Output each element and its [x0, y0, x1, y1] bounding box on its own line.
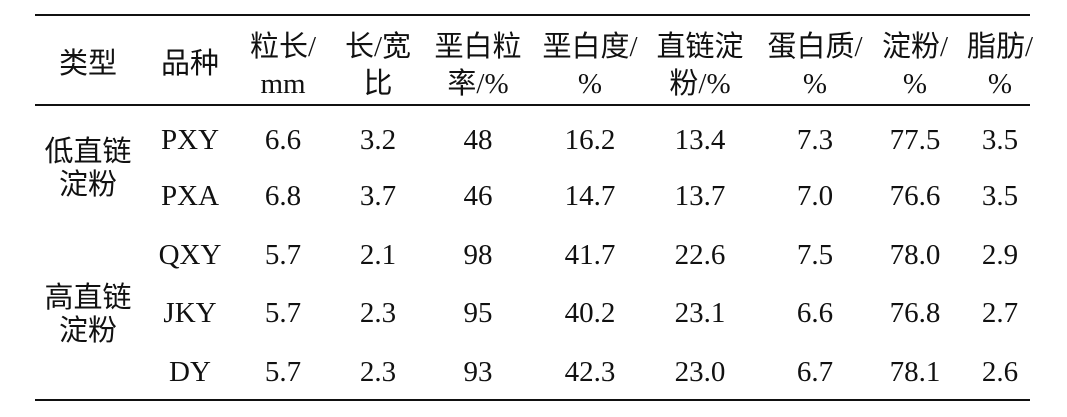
cell: 7.5 [796, 239, 834, 271]
cell: 41.7 [564, 239, 616, 271]
group-label: 低直链 [44, 136, 132, 168]
bottom-rule [35, 399, 1030, 401]
cell: 2.7 [981, 297, 1019, 329]
cell: 6.6 [796, 297, 834, 329]
header-cell: 粒长/ [249, 31, 317, 63]
header-cell: 淀粉/ [881, 31, 949, 63]
cell: 48 [463, 124, 493, 156]
cell: PXY [160, 124, 220, 156]
header-cell: % [577, 68, 603, 100]
header-cell: 品种 [160, 48, 220, 80]
cell: 5.7 [264, 297, 302, 329]
header-cell: 长/宽 [344, 31, 412, 63]
cell: 5.7 [264, 356, 302, 388]
cell: 93 [463, 356, 493, 388]
header-cell: 类型 [58, 48, 118, 80]
cell: 3.7 [359, 180, 397, 212]
group-label: 淀粉 [58, 169, 118, 201]
cell: 2.9 [981, 239, 1019, 271]
cell: 3.2 [359, 124, 397, 156]
cell: 77.5 [889, 124, 941, 156]
cell: 3.5 [981, 124, 1019, 156]
cell: 7.3 [796, 124, 834, 156]
cell: 2.3 [359, 356, 397, 388]
header-cell: 垩白度/ [542, 31, 638, 63]
cell: 5.7 [264, 239, 302, 271]
cell: 23.0 [674, 356, 726, 388]
header-cell: % [902, 68, 928, 100]
cell: PXA [160, 180, 220, 212]
header-cell: 比 [363, 68, 393, 100]
cell: JKY [163, 297, 217, 329]
cell: DY [169, 356, 211, 388]
group-label: 高直链 [44, 281, 132, 314]
header-cell: mm [260, 68, 306, 100]
cell: 98 [463, 239, 493, 271]
cell: 78.0 [889, 239, 941, 271]
cell: 2.3 [359, 297, 397, 329]
cell: 76.6 [889, 180, 941, 212]
header-cell: % [802, 68, 828, 100]
group-label: 淀粉 [58, 314, 118, 347]
header-cell: 直链淀 [656, 31, 744, 63]
header-cell: % [987, 68, 1013, 100]
top-rule [35, 14, 1030, 16]
header-cell: 率/% [447, 68, 509, 100]
cell: 2.6 [981, 356, 1019, 388]
cell: 13.4 [674, 124, 726, 156]
cell: 22.6 [674, 239, 726, 271]
cell: 6.7 [796, 356, 834, 388]
cell: 6.8 [264, 180, 302, 212]
cell: 42.3 [564, 356, 616, 388]
cell: 40.2 [564, 297, 616, 329]
cell: 16.2 [564, 124, 616, 156]
cell: QXY [158, 239, 222, 271]
cell: 2.1 [359, 239, 397, 271]
cell: 6.6 [264, 124, 302, 156]
cell: 14.7 [564, 180, 616, 212]
header-cell: 粉/% [669, 68, 731, 100]
cell: 23.1 [674, 297, 726, 329]
cell: 46 [463, 180, 493, 212]
cell: 3.5 [981, 180, 1019, 212]
header-rule [35, 104, 1030, 106]
cell: 95 [463, 297, 493, 329]
cell: 78.1 [889, 356, 941, 388]
cell: 7.0 [796, 180, 834, 212]
cell: 13.7 [674, 180, 726, 212]
header-cell: 垩白粒 [434, 31, 522, 63]
cell: 76.8 [889, 297, 941, 329]
header-cell: 脂肪/ [966, 31, 1034, 63]
header-cell: 蛋白质/ [767, 31, 863, 63]
